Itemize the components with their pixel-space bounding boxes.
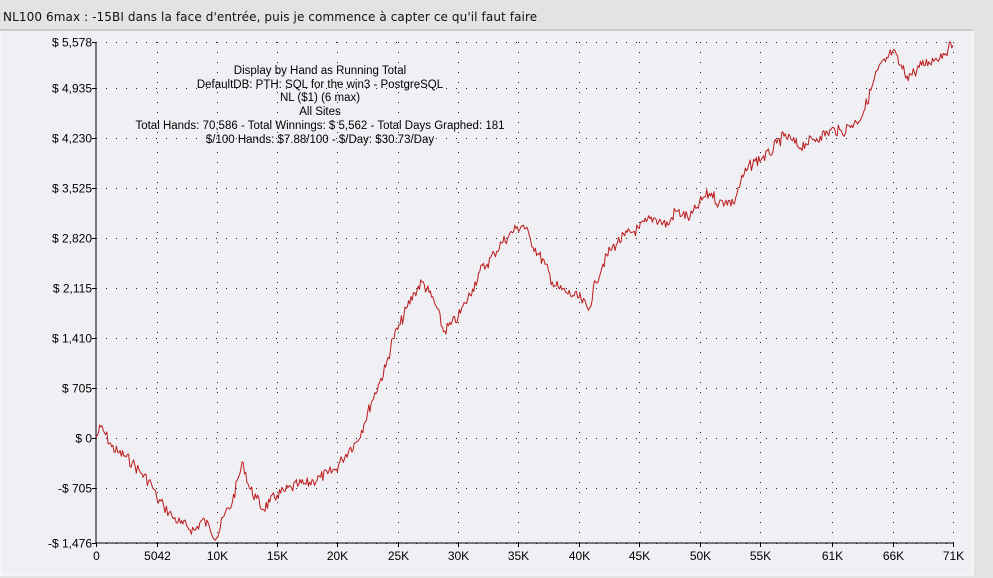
y-tick-label: $ 2,820 — [52, 232, 92, 246]
y-tick-label: $ 0 — [75, 432, 92, 446]
x-axis-ticks: 0 5042 10K 15K 20K 25K 30K 35K 40K 45K 50K 55K 61K 66… — [93, 543, 964, 563]
y-tick-label: $ 2,115 — [53, 282, 92, 296]
y-tick-label: $ 1,410 — [52, 332, 92, 346]
series-group — [95, 41, 954, 541]
y-tick-label: -$ 705 — [58, 482, 92, 496]
x-tick-label: 50K — [690, 549, 711, 563]
info-line-rates: $/100 Hands: $7.88/100 - $/Day: $30.73/D… — [205, 133, 435, 146]
info-line-database: DefaultDB: PTH: SQL for the win3 - Postg… — [196, 78, 444, 91]
x-tick-label: 5042 — [144, 549, 171, 563]
y-tick-label: $ 4,935 — [52, 82, 92, 96]
x-tick-label: 35K — [508, 549, 529, 563]
y-tick-label: $ 3,525 — [52, 182, 92, 196]
y-axis-ticks: $ 5,578 $ 4,935 $ 4,230 $ 3,525 $ 2,820 $ 2,1… — [48, 36, 96, 551]
x-tick-label: 71K — [943, 549, 964, 563]
y-tick-label: $ 4,230 — [52, 132, 92, 146]
x-tick-label: 0 — [93, 549, 100, 563]
x-tick-label: 61K — [822, 549, 843, 563]
info-line-totals: Total Hands: 70,586 - Total Winnings: $ … — [135, 119, 505, 132]
x-tick-label: 30K — [448, 549, 469, 563]
info-line-stakes: NL ($1) (6 max) — [279, 92, 361, 105]
chart-info-block: Display by Hand as Running Total Default… — [110, 65, 530, 147]
grid-lines — [96, 42, 954, 544]
y-tick-label: $ 705 — [62, 382, 92, 396]
x-tick-label: 66K — [883, 549, 904, 563]
x-tick-label: 40K — [569, 549, 590, 563]
running-total-line — [95, 41, 954, 541]
x-tick-label: 55K — [750, 549, 771, 563]
x-tick-label: 15K — [267, 549, 288, 563]
x-tick-label: 10K — [207, 549, 228, 563]
y-tick-label: $ 5,578 — [52, 36, 92, 50]
y-tick-label: -$ 1,476 — [48, 537, 92, 551]
info-line-display-mode: Display by Hand as Running Total — [233, 65, 407, 77]
x-tick-label: 45K — [629, 549, 650, 563]
info-line-sites: All Sites — [299, 106, 341, 119]
x-tick-label: 20K — [327, 549, 348, 563]
window-caption: NL100 6max : -15BI dans la face d'entrée… — [3, 10, 538, 24]
x-tick-label: 25K — [388, 549, 409, 563]
